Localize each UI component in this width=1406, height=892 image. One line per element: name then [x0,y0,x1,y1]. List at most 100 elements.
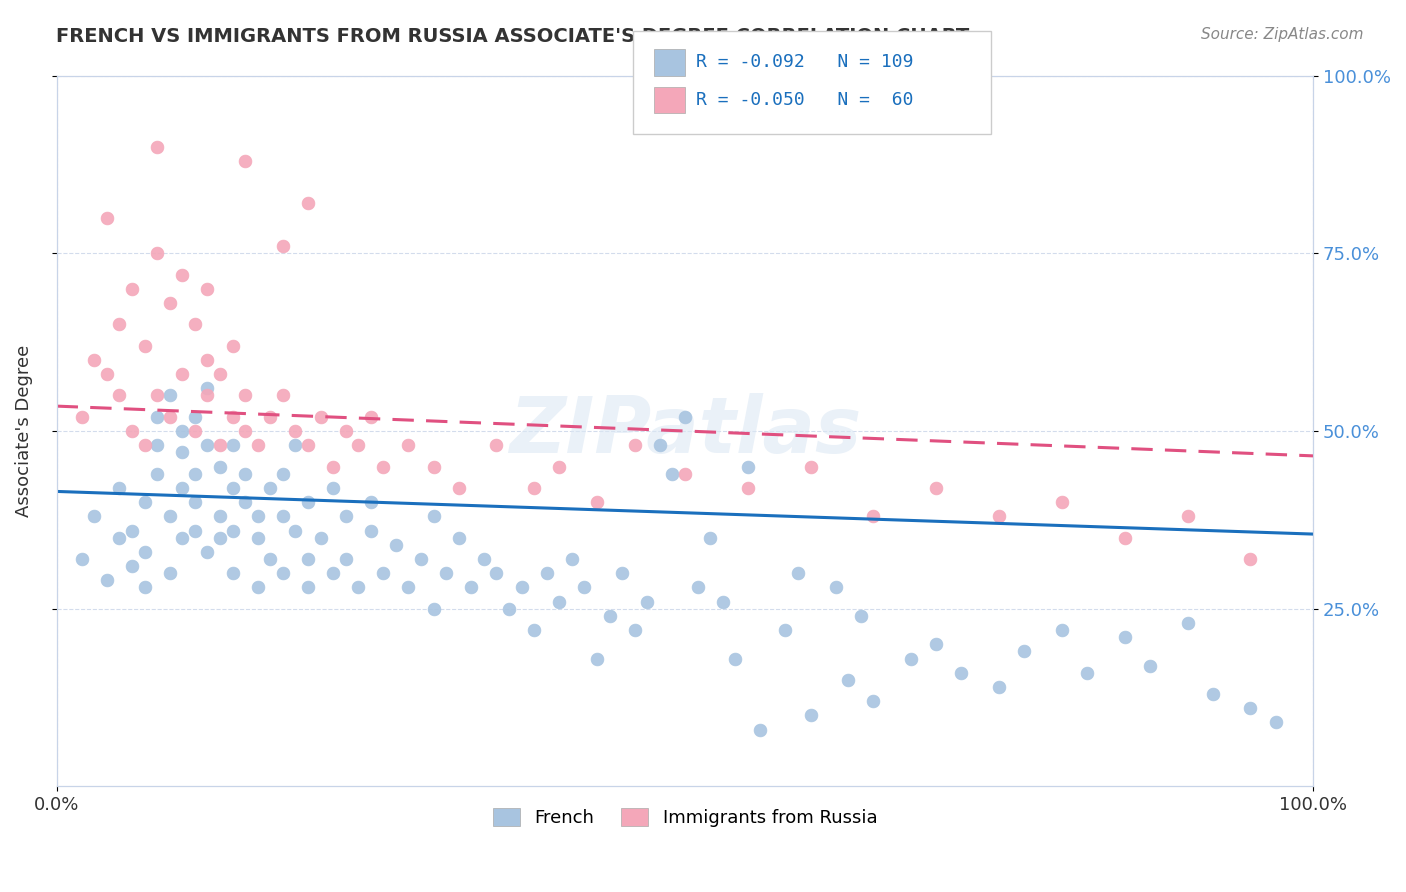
Point [284,424,307,438]
Point [950,665,973,680]
Point [574,581,596,595]
Point [96,574,118,588]
Point [121,424,143,438]
Point [184,318,207,332]
Point [159,409,181,424]
Point [146,409,169,424]
Point [96,367,118,381]
Point [208,459,231,474]
Point [837,673,859,687]
Point [711,594,734,608]
Point [121,559,143,574]
Point [208,438,231,452]
Point [749,723,772,737]
Point [309,531,332,545]
Point [824,581,846,595]
Point [221,339,243,353]
Point [297,495,319,509]
Point [548,459,571,474]
Point [1012,644,1035,658]
Point [623,623,645,637]
Point [246,531,269,545]
Point [673,467,696,481]
Point [360,495,382,509]
Point [134,495,156,509]
Point [800,459,823,474]
Point [271,566,294,581]
Point [284,524,307,538]
Point [96,211,118,225]
Point [1239,701,1261,715]
Point [83,509,105,524]
Point [134,438,156,452]
Point [699,531,721,545]
Point [197,352,219,367]
Point [661,467,683,481]
Text: R = -0.092   N = 109: R = -0.092 N = 109 [696,54,914,71]
Point [472,552,495,566]
Point [121,524,143,538]
Point [184,424,207,438]
Point [159,566,181,581]
Point [862,694,884,708]
Point [233,388,256,402]
Point [221,438,243,452]
Point [385,538,408,552]
Point [134,339,156,353]
Point [172,445,194,459]
Point [447,481,470,495]
Point [221,409,243,424]
Point [221,481,243,495]
Point [360,409,382,424]
Point [259,552,281,566]
Point [159,296,181,310]
Point [1114,531,1136,545]
Point [1076,665,1098,680]
Point [434,566,457,581]
Point [297,438,319,452]
Text: FRENCH VS IMMIGRANTS FROM RUSSIA ASSOCIATE'S DEGREE CORRELATION CHART: FRENCH VS IMMIGRANTS FROM RUSSIA ASSOCIA… [56,27,970,45]
Point [271,467,294,481]
Point [172,268,194,282]
Point [233,467,256,481]
Point [146,139,169,153]
Point [1050,623,1073,637]
Point [259,409,281,424]
Point [271,239,294,253]
Point [70,409,93,424]
Point [775,623,797,637]
Point [398,438,420,452]
Point [1177,615,1199,630]
Point [599,608,621,623]
Y-axis label: Associate's Degree: Associate's Degree [15,345,32,517]
Point [208,531,231,545]
Point [925,637,948,651]
Point [322,566,344,581]
Point [108,318,131,332]
Point [197,282,219,296]
Point [335,509,357,524]
Point [259,481,281,495]
Point [146,388,169,402]
Point [146,467,169,481]
Point [172,424,194,438]
Point [737,481,759,495]
Point [1264,715,1286,730]
Point [197,388,219,402]
Point [172,481,194,495]
Point [548,594,571,608]
Point [373,459,395,474]
Point [648,438,671,452]
Point [347,438,370,452]
Point [297,552,319,566]
Point [586,495,609,509]
Point [159,388,181,402]
Point [686,581,709,595]
Point [121,282,143,296]
Point [610,566,633,581]
Point [673,409,696,424]
Point [737,459,759,474]
Point [409,552,432,566]
Point [536,566,558,581]
Point [1139,658,1161,673]
